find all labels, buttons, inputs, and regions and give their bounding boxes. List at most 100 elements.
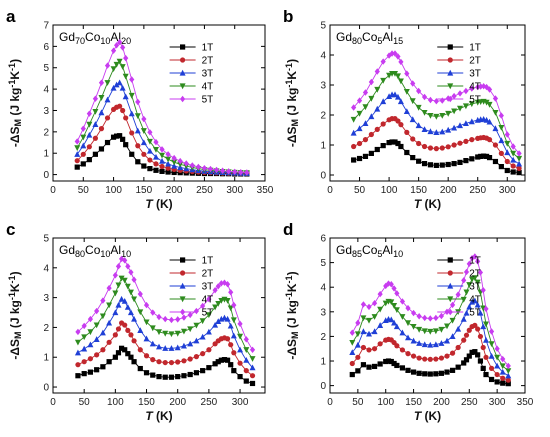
data-point bbox=[500, 375, 506, 381]
data-point bbox=[116, 79, 123, 86]
series-4T bbox=[74, 58, 250, 177]
x-tick-label: 100 bbox=[105, 185, 122, 196]
legend-label: 2T bbox=[469, 269, 481, 280]
data-point bbox=[438, 312, 445, 320]
legend-entry: 3T bbox=[437, 282, 481, 293]
data-point bbox=[510, 150, 517, 157]
data-point bbox=[460, 296, 467, 303]
data-point bbox=[374, 146, 380, 153]
data-point bbox=[350, 116, 357, 123]
data-point bbox=[494, 362, 501, 369]
data-point bbox=[238, 169, 244, 176]
data-point bbox=[399, 314, 406, 320]
data-point bbox=[81, 334, 88, 341]
y-tick-label: 3 bbox=[43, 293, 49, 304]
data-point bbox=[349, 349, 356, 356]
data-point bbox=[516, 170, 522, 176]
legend-entry: 4T bbox=[169, 82, 214, 93]
data-point bbox=[237, 333, 244, 340]
legend-entry: 5T bbox=[169, 308, 213, 319]
data-point bbox=[159, 146, 165, 153]
data-point bbox=[165, 160, 172, 167]
data-point bbox=[463, 289, 470, 296]
data-point bbox=[478, 153, 484, 159]
data-point bbox=[224, 281, 231, 288]
data-point bbox=[349, 329, 355, 336]
data-point bbox=[355, 354, 361, 360]
data-point bbox=[99, 329, 106, 336]
data-point bbox=[243, 368, 249, 374]
data-point bbox=[104, 80, 111, 86]
y-tick-label: 5 bbox=[320, 258, 326, 269]
series-5T bbox=[75, 255, 256, 353]
x-tick-label: 150 bbox=[405, 397, 422, 408]
data-point bbox=[516, 165, 522, 171]
data-point bbox=[147, 166, 153, 172]
data-point bbox=[94, 367, 100, 373]
y-tick-label: 6 bbox=[320, 234, 326, 245]
data-point bbox=[131, 359, 137, 365]
data-point bbox=[181, 373, 187, 379]
data-point bbox=[463, 309, 470, 316]
data-point bbox=[504, 140, 511, 147]
data-point bbox=[421, 161, 428, 167]
data-point bbox=[249, 364, 256, 371]
x-tick-label: 250 bbox=[461, 397, 478, 408]
data-point bbox=[427, 96, 434, 104]
data-point bbox=[433, 113, 440, 120]
data-point bbox=[368, 131, 374, 138]
data-point bbox=[187, 340, 194, 347]
data-point bbox=[125, 263, 131, 270]
legend-entry: 1T bbox=[437, 256, 481, 267]
data-point bbox=[483, 116, 490, 123]
data-point bbox=[504, 149, 511, 156]
legend-label: 2T bbox=[202, 269, 214, 280]
series-2T bbox=[351, 116, 522, 171]
data-point bbox=[475, 258, 481, 265]
data-point bbox=[110, 66, 117, 73]
data-point bbox=[362, 137, 369, 143]
data-point bbox=[433, 356, 439, 362]
data-point bbox=[410, 155, 416, 161]
data-point bbox=[445, 161, 451, 168]
data-point bbox=[404, 129, 410, 135]
data-point bbox=[444, 353, 450, 359]
data-point bbox=[395, 140, 401, 147]
x-tick-label: 300 bbox=[232, 397, 249, 408]
x-tick-label: 0 bbox=[50, 397, 56, 408]
data-point bbox=[469, 137, 475, 143]
x-tick-label: 300 bbox=[489, 397, 506, 408]
data-point bbox=[149, 325, 156, 332]
legend-label: 4T bbox=[202, 82, 214, 93]
data-point bbox=[187, 371, 193, 378]
y-tick-label: 2 bbox=[43, 127, 49, 138]
legend-label: 3T bbox=[202, 69, 214, 80]
legend-entry: 4T bbox=[169, 295, 213, 306]
data-point bbox=[113, 81, 120, 88]
data-point bbox=[137, 327, 144, 334]
data-point bbox=[98, 126, 105, 132]
data-point bbox=[377, 322, 384, 328]
data-point bbox=[193, 307, 200, 315]
data-point bbox=[483, 354, 489, 360]
data-point bbox=[93, 336, 100, 342]
data-point bbox=[394, 73, 401, 80]
data-point bbox=[421, 126, 428, 132]
data-point bbox=[249, 356, 256, 362]
data-point bbox=[92, 121, 99, 127]
data-point bbox=[416, 158, 422, 164]
data-point bbox=[162, 330, 169, 337]
data-point bbox=[449, 350, 456, 356]
data-point bbox=[199, 318, 206, 325]
data-point bbox=[177, 157, 183, 165]
data-point bbox=[200, 351, 206, 357]
data-point bbox=[215, 318, 222, 325]
data-point bbox=[398, 122, 404, 128]
data-point bbox=[237, 346, 244, 353]
data-point bbox=[445, 144, 451, 150]
data-point bbox=[492, 158, 499, 165]
data-point bbox=[463, 332, 470, 338]
data-point bbox=[152, 153, 159, 160]
data-point bbox=[488, 365, 495, 371]
x-tick-label: 350 bbox=[257, 185, 274, 196]
